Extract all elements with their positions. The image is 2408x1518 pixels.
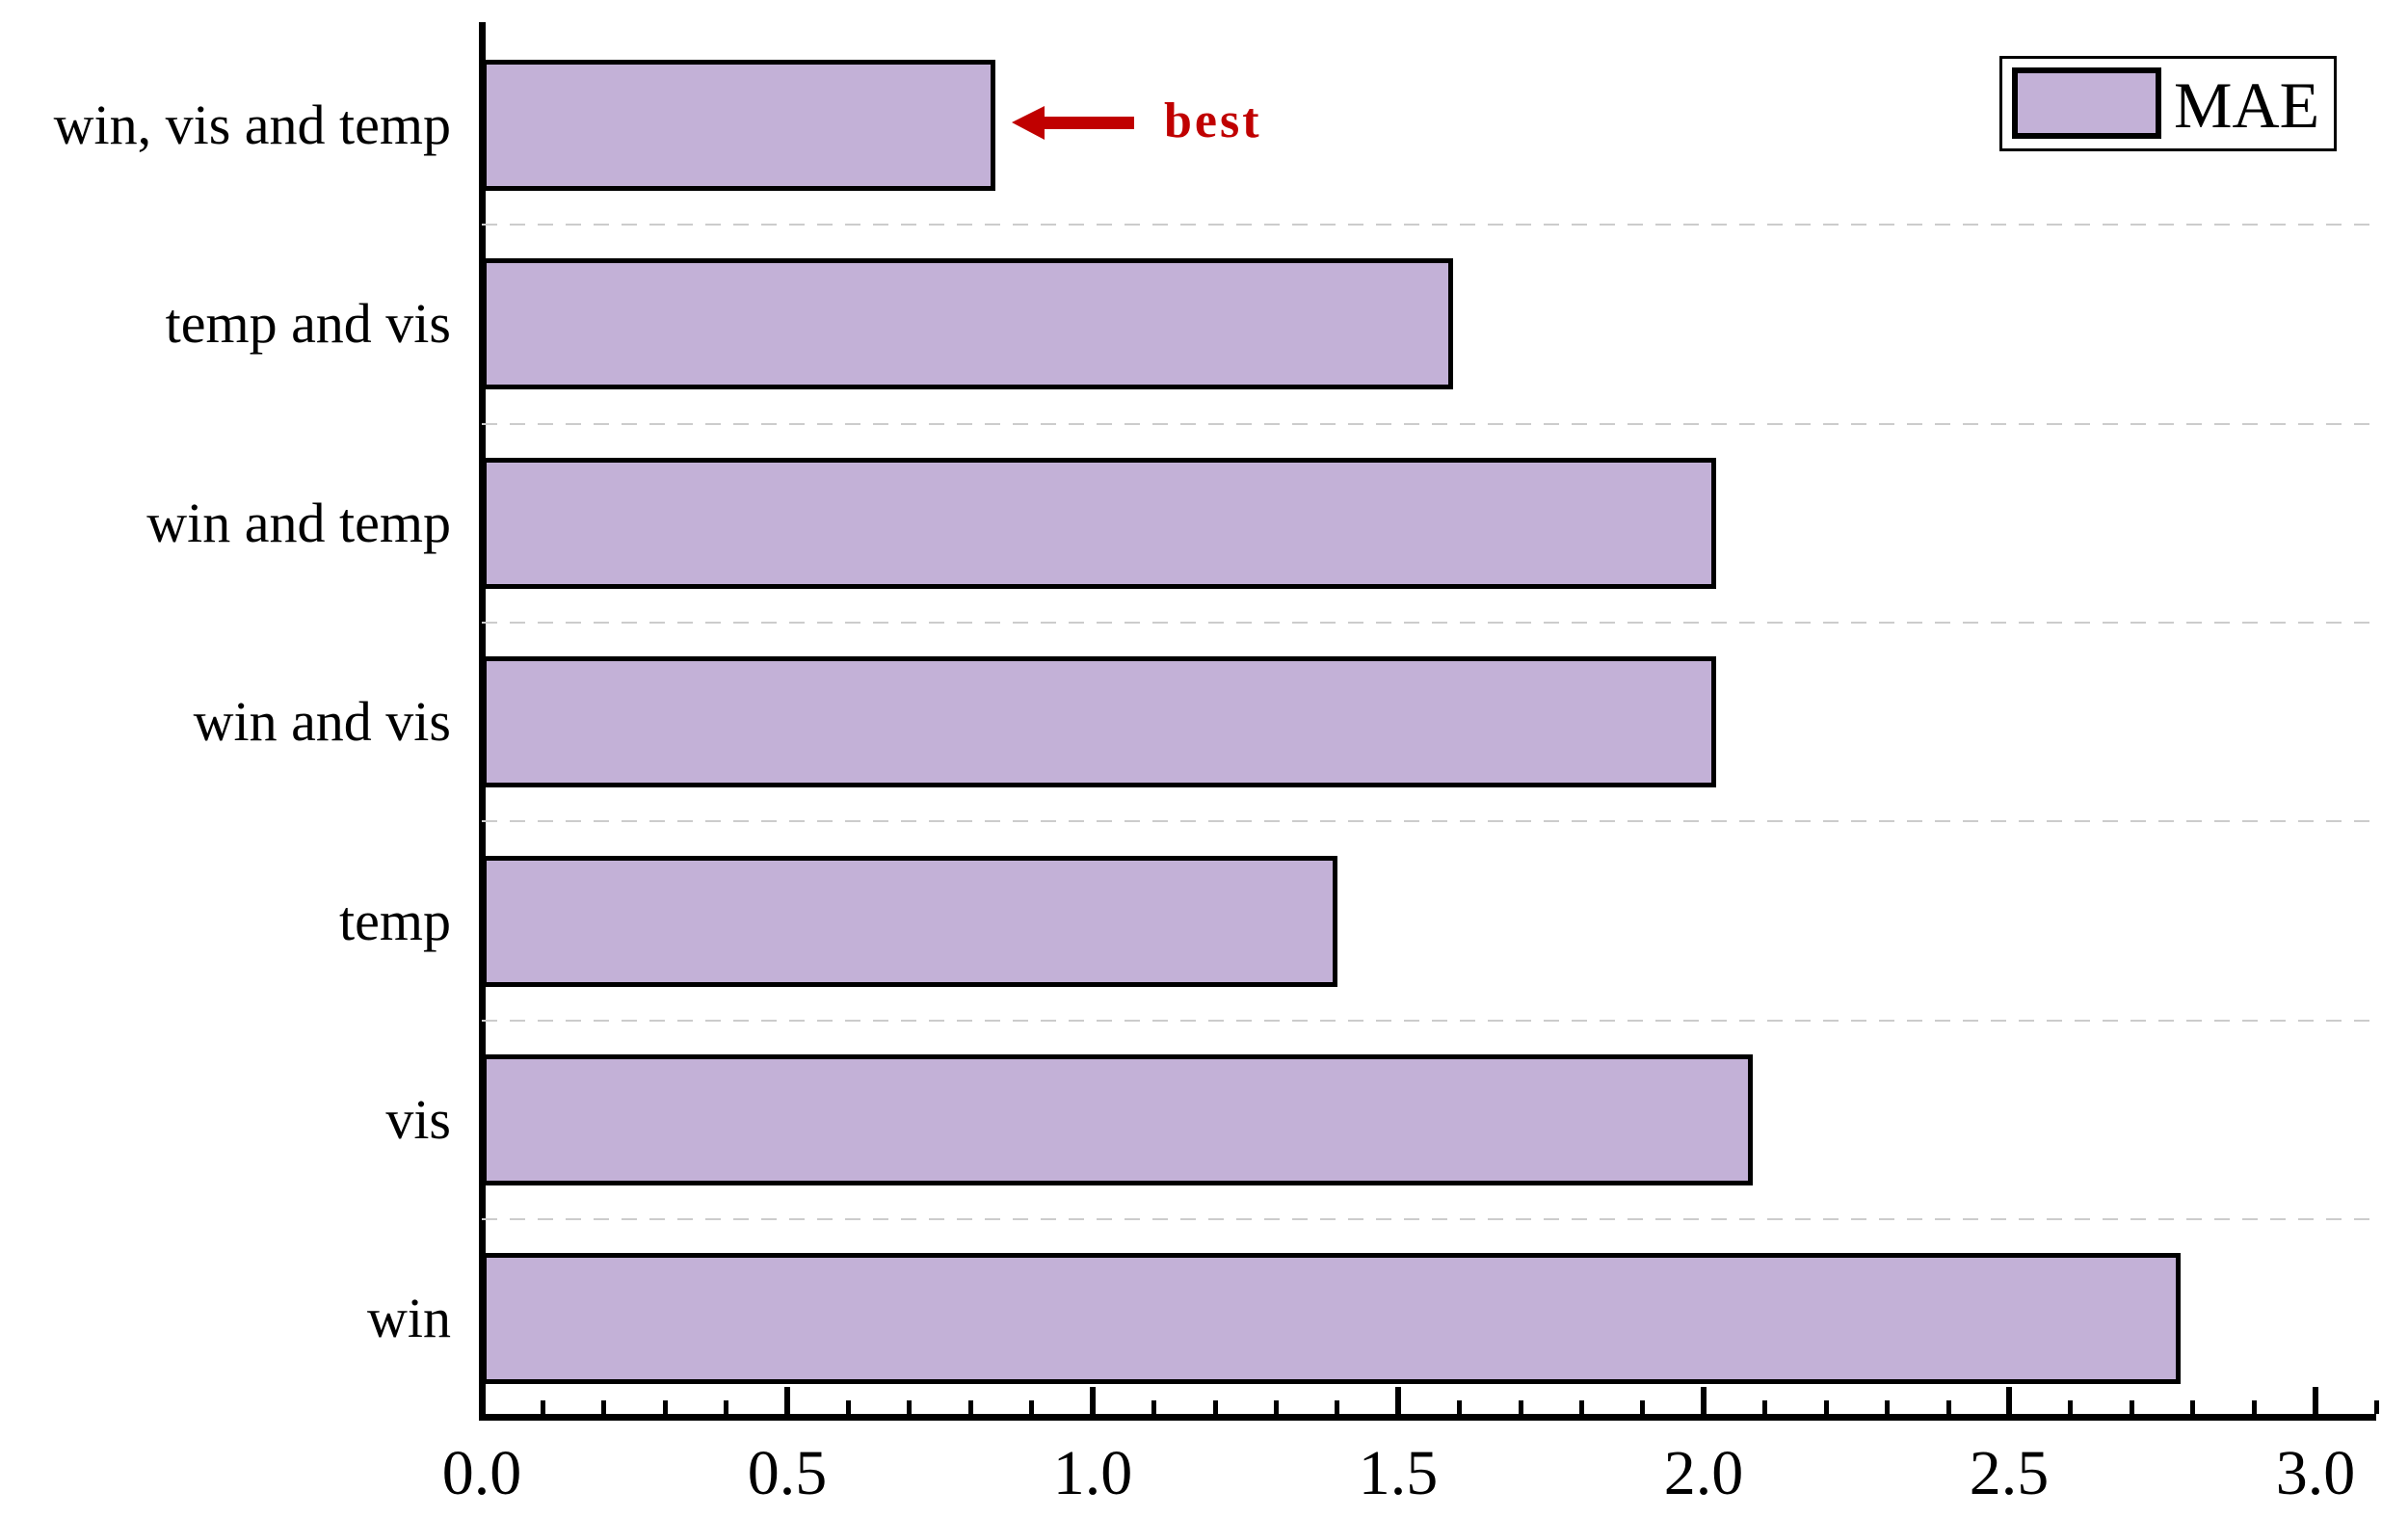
bar-win-and-temp: [482, 458, 1716, 589]
bar-vis: [482, 1054, 1753, 1185]
x-axis-minor-tick: [1762, 1400, 1767, 1414]
x-axis-minor-tick: [1946, 1400, 1951, 1414]
x-axis-major-tick: [2006, 1387, 2012, 1414]
gridline: [482, 1218, 2376, 1220]
bar-temp-and-vis: [482, 258, 1453, 389]
x-axis-minor-tick: [1885, 1400, 1890, 1414]
x-axis-minor-tick: [907, 1400, 912, 1414]
y-axis-category-label: win: [367, 1287, 451, 1349]
x-axis-minor-tick: [1029, 1400, 1034, 1414]
x-axis-minor-tick: [1457, 1400, 1462, 1414]
x-axis-major-tick: [2313, 1387, 2318, 1414]
x-axis-tick-label: 3.0: [2275, 1438, 2356, 1508]
best-annotation-label: best: [1164, 93, 1262, 148]
x-axis-minor-tick: [724, 1400, 728, 1414]
x-axis-minor-tick: [541, 1400, 545, 1414]
gridline: [482, 224, 2376, 226]
gridline: [482, 423, 2376, 425]
x-axis-minor-tick: [1640, 1400, 1645, 1414]
x-axis-spine: [479, 1414, 2376, 1421]
x-axis-minor-tick: [1151, 1400, 1156, 1414]
gridline: [482, 1020, 2376, 1022]
x-axis-minor-tick: [968, 1400, 973, 1414]
x-axis-minor-tick: [2068, 1400, 2073, 1414]
x-axis-tick-label: 0.5: [747, 1438, 828, 1508]
legend-label-mae: MAE: [2174, 68, 2320, 142]
x-axis-major-tick: [479, 1387, 485, 1414]
legend: MAE: [1999, 56, 2337, 151]
x-axis-minor-tick: [2130, 1400, 2134, 1414]
x-axis-tick-label: 2.0: [1663, 1438, 1744, 1508]
bar-temp: [482, 856, 1337, 987]
x-axis-minor-tick: [1824, 1400, 1829, 1414]
bar-win: [482, 1253, 2181, 1384]
x-axis-tick-label: 2.5: [1969, 1438, 2050, 1508]
x-axis-minor-tick: [601, 1400, 606, 1414]
x-axis-minor-tick: [2190, 1400, 2195, 1414]
x-axis-major-tick: [1090, 1387, 1096, 1414]
y-axis-category-label: win, vis and temp: [53, 93, 451, 156]
x-axis-major-tick: [1701, 1387, 1707, 1414]
y-axis-category-label: win and temp: [146, 492, 451, 554]
x-axis-minor-tick: [1274, 1400, 1279, 1414]
x-axis-major-tick: [784, 1387, 790, 1414]
gridline: [482, 622, 2376, 624]
x-axis-minor-tick: [1519, 1400, 1523, 1414]
best-arrow-icon: [1012, 106, 1134, 140]
x-axis-minor-tick: [846, 1400, 851, 1414]
bar-win-vis-and-temp: [482, 60, 995, 191]
bar-win-and-vis: [482, 656, 1716, 787]
x-axis-tick-label: 1.0: [1052, 1438, 1133, 1508]
x-axis-minor-tick: [2374, 1400, 2379, 1414]
y-axis-category-label: vis: [385, 1088, 451, 1151]
y-axis-category-label: temp and vis: [165, 292, 451, 355]
y-axis-category-label: temp: [339, 890, 451, 952]
gridline: [482, 820, 2376, 822]
x-axis-tick-label: 1.5: [1358, 1438, 1439, 1508]
x-axis-minor-tick: [1579, 1400, 1584, 1414]
y-axis-category-label: win and vis: [193, 690, 451, 753]
x-axis-major-tick: [1395, 1387, 1401, 1414]
x-axis-tick-label: 0.0: [441, 1438, 522, 1508]
plot-area: [479, 22, 2379, 1414]
x-axis-minor-tick: [663, 1400, 668, 1414]
x-axis-minor-tick: [1335, 1400, 1339, 1414]
x-axis-minor-tick: [1213, 1400, 1218, 1414]
legend-swatch-mae: [2012, 67, 2161, 139]
x-axis-minor-tick: [2252, 1400, 2257, 1414]
